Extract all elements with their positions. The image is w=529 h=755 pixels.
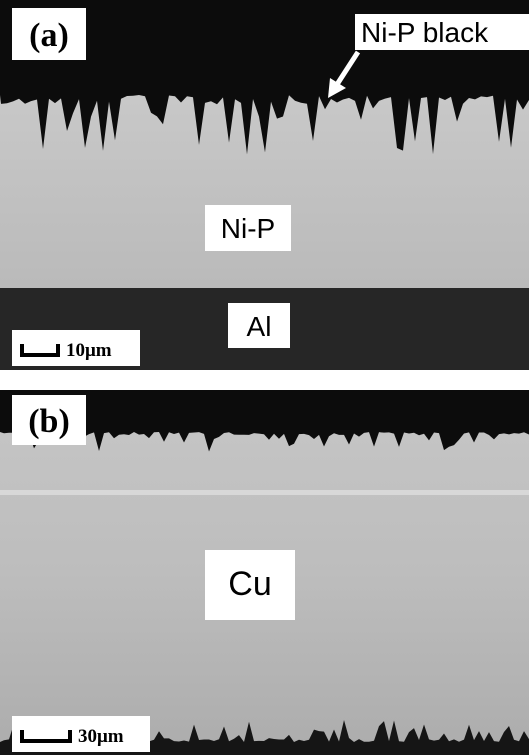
panel-label: (b) bbox=[28, 403, 70, 440]
figure: (a) Ni-P black Ni-P Al 10μm (b) Cu 30μm bbox=[0, 0, 529, 755]
panel-a: (a) Ni-P black Ni-P Al 10μm bbox=[0, 0, 529, 370]
annotation: Ni-P black bbox=[361, 17, 489, 48]
annotation: Cu bbox=[228, 565, 271, 603]
interface-line bbox=[0, 490, 529, 495]
annotation: Al bbox=[247, 311, 272, 342]
panel-b: (b) Cu 30μm bbox=[0, 390, 529, 755]
annotation: Ni-P bbox=[221, 213, 275, 244]
panel-label: (a) bbox=[29, 17, 69, 54]
scale-label: 10μm bbox=[66, 340, 112, 361]
scale-label: 30μm bbox=[78, 726, 124, 747]
